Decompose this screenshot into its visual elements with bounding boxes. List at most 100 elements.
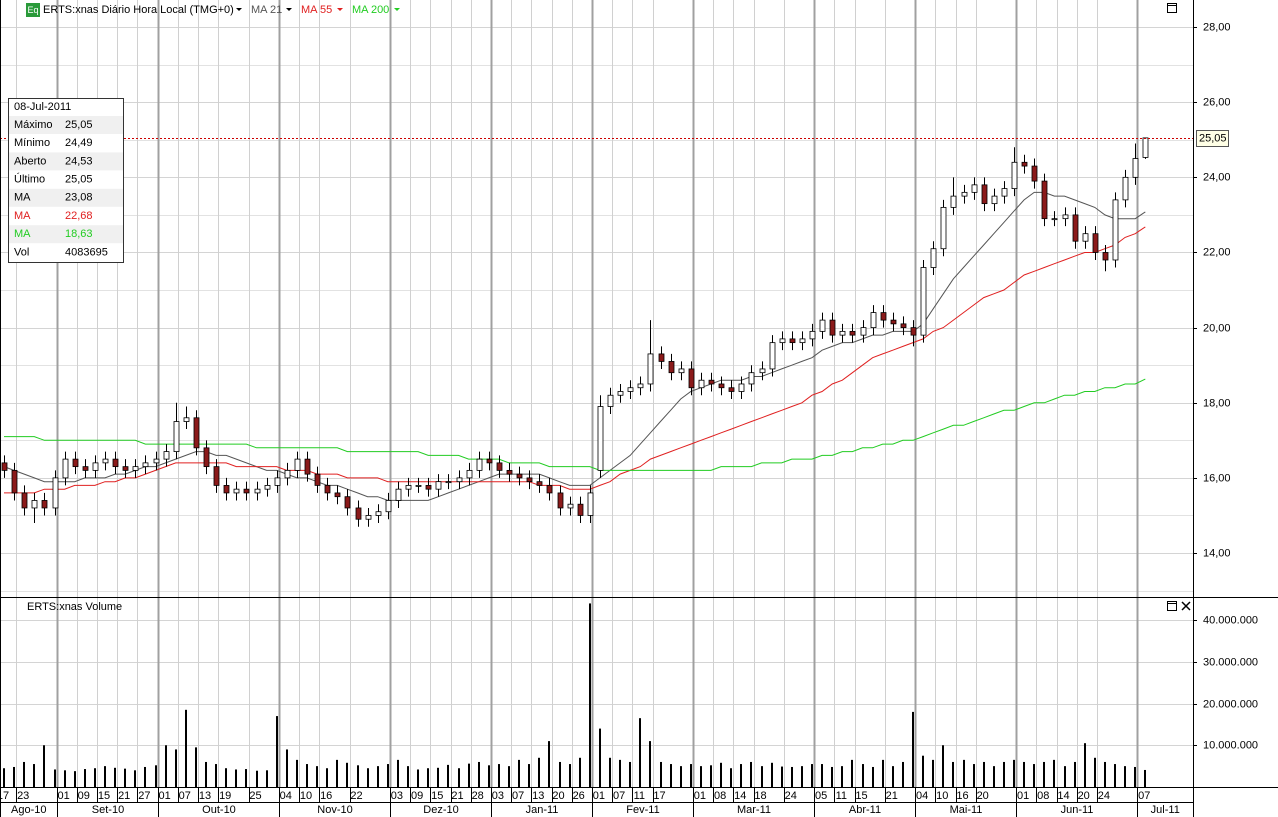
volume-bar: [417, 769, 419, 787]
candle-body: [132, 466, 139, 471]
volume-bar: [589, 603, 591, 787]
volume-bar: [882, 759, 884, 787]
candle-body: [1082, 233, 1089, 242]
volume-bar: [478, 761, 480, 787]
month-label: Dez-10: [423, 804, 458, 816]
candle-body: [173, 421, 180, 453]
last-price-tag: [1196, 130, 1229, 147]
candle-body: [567, 503, 574, 509]
x-tick-label: 25: [249, 790, 261, 802]
candle-body: [930, 248, 937, 268]
volume-bar: [165, 745, 167, 787]
candle-body: [607, 394, 614, 407]
volume-bar: [508, 766, 510, 787]
x-tick-label: 15: [98, 790, 110, 802]
candle-body: [1011, 161, 1018, 190]
x-tick-label: 10: [300, 790, 312, 802]
y-tick-label: 20,00: [1203, 322, 1231, 334]
month-label: Fev-11: [626, 804, 659, 816]
candle-body: [1072, 214, 1079, 242]
candle-body: [476, 458, 483, 471]
y-tick-label: 30.000.000: [1203, 656, 1258, 668]
candle-body: [698, 379, 705, 389]
volume-bar: [599, 728, 601, 787]
volume-bar: [185, 709, 187, 787]
volume-bar: [821, 764, 823, 787]
candle-body: [546, 485, 553, 494]
volume-bar: [235, 769, 237, 787]
volume-bar: [1053, 759, 1055, 787]
info-value: 23,08: [65, 192, 93, 204]
candle-body: [62, 458, 69, 479]
candle-body: [1031, 165, 1038, 182]
info-date: 08-Jul-2011: [14, 101, 71, 113]
volume-bar: [750, 761, 752, 787]
volume-bar: [528, 764, 530, 787]
candle-body: [789, 338, 796, 344]
candle-body: [1, 462, 8, 471]
volume-bar: [1043, 761, 1045, 787]
candle-body: [445, 481, 452, 484]
candle-body: [435, 481, 442, 490]
maximize-button[interactable]: [1167, 601, 1177, 611]
candle-body: [163, 451, 170, 460]
volume-bar: [458, 768, 460, 787]
volume-bar: [963, 759, 965, 787]
candle-body: [910, 327, 917, 336]
close-button[interactable]: [1181, 601, 1191, 611]
candle-body: [31, 500, 38, 509]
x-tick-label: 01: [593, 790, 605, 802]
volume-bar: [1013, 759, 1015, 787]
volume-bar: [225, 768, 227, 787]
legend-entry[interactable]: MA 21: [251, 4, 282, 16]
icon[interactable]: [26, 3, 40, 17]
info-label: Aberto: [14, 155, 46, 167]
volume-bar: [710, 765, 712, 787]
dropdown-arrow[interactable]: [394, 8, 400, 11]
candle-body: [961, 191, 968, 197]
volume-bar: [771, 762, 773, 787]
volume-bar: [215, 764, 217, 787]
volume-bar: [64, 770, 66, 787]
volume-bar: [579, 757, 581, 787]
candle-body: [385, 500, 392, 513]
info-value: 25,05: [65, 119, 93, 131]
x-tick-label: 01: [694, 790, 706, 802]
candle-body: [1122, 176, 1129, 201]
volume-bar: [781, 766, 783, 787]
volume-bar: [195, 747, 197, 787]
volume-bar: [680, 766, 682, 787]
volume-bar: [336, 759, 338, 787]
x-tick-label: 01: [158, 790, 170, 802]
dropdown-arrow[interactable]: [337, 8, 343, 11]
x-tick-label: 14: [1057, 790, 1069, 802]
y-tick-label: 26,00: [1203, 96, 1231, 108]
volume-bar: [488, 765, 490, 787]
x-tick-label: 14: [734, 790, 746, 802]
info-value: 24,53: [65, 155, 93, 167]
volume-bar: [1023, 761, 1025, 787]
dropdown-arrow[interactable]: [236, 8, 242, 11]
candle-body: [365, 515, 372, 520]
volume-bar: [902, 761, 904, 787]
candle-body: [334, 492, 341, 498]
legend-entry[interactable]: MA 55: [301, 4, 332, 16]
grid: [0, 0, 1193, 787]
month-label: Out-10: [202, 804, 236, 816]
info-label: MA: [14, 228, 31, 240]
candle-body: [375, 511, 382, 516]
candle-body: [415, 485, 422, 487]
volume-bar: [3, 768, 5, 787]
maximize-button[interactable]: [1167, 3, 1177, 13]
candle-body: [587, 492, 594, 516]
candle-body: [142, 462, 149, 468]
info-value: 18,63: [65, 228, 93, 240]
candle-body: [718, 383, 725, 389]
candle-body: [1092, 233, 1099, 253]
info-label: MA: [14, 192, 31, 204]
dropdown-arrow[interactable]: [286, 8, 292, 11]
x-tick-label: 09: [78, 790, 90, 802]
marks: [0, 137, 1193, 787]
volume-bar: [33, 764, 35, 787]
legend-entry[interactable]: MA 200: [352, 4, 389, 16]
